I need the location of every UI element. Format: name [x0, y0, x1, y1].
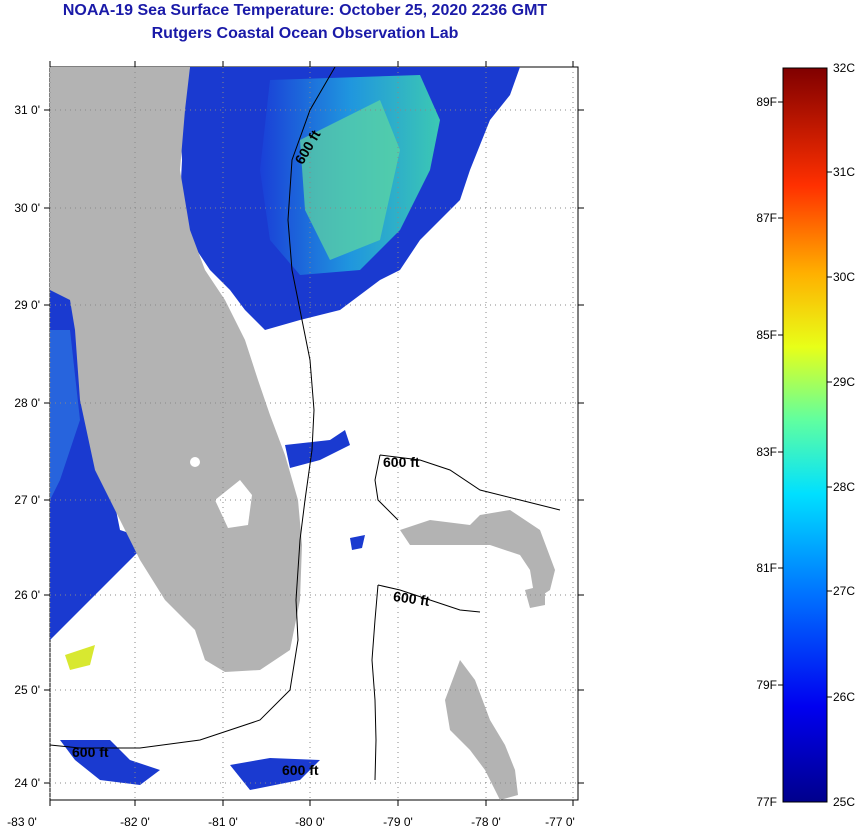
contour-label: 600 ft — [72, 744, 109, 760]
colorbar — [782, 67, 828, 803]
lat-tick-label: 25 0' — [14, 683, 40, 697]
sst-region-warmest — [300, 100, 400, 260]
colorbar-ticks — [778, 101, 832, 698]
lon-tick-label: -78 0' — [471, 815, 501, 829]
grid — [49, 67, 578, 800]
map-subtitle: Rutgers Coastal Ocean Observation Lab — [151, 25, 459, 42]
lat-tick-label: 24 0' — [14, 776, 40, 790]
lat-tick-label: 26 0' — [14, 588, 40, 602]
contour-600ft — [50, 67, 561, 781]
cb-label-c: 32C — [833, 61, 855, 75]
axis-ticks — [44, 61, 584, 806]
cb-label-c: 28C — [833, 480, 855, 494]
cb-label-c: 25C — [833, 795, 855, 809]
land-andros — [445, 660, 518, 800]
lat-labels: 31 0' 30 0' 29 0' 28 0' 27 0' 26 0' 25 0… — [14, 103, 40, 790]
lat-tick-label: 29 0' — [14, 298, 40, 312]
cb-label-c: 30C — [833, 270, 855, 284]
colorbar-fahrenheit-labels: 89F 87F 85F 83F 81F 79F 77F — [756, 95, 777, 809]
contour-label: 600 ft — [282, 762, 319, 778]
lat-tick-label: 31 0' — [14, 103, 40, 117]
lat-tick-label: 30 0' — [14, 201, 40, 215]
lon-tick-label: -81 0' — [208, 815, 238, 829]
cb-label-f: 87F — [756, 211, 777, 225]
contour-label: 600 ft — [392, 588, 431, 609]
colorbar-celsius-labels: 32C 31C 30C 29C 28C 27C 26C 25C — [833, 61, 855, 809]
lon-tick-label: -80 0' — [295, 815, 325, 829]
cb-label-c: 27C — [833, 584, 855, 598]
cb-label-c: 31C — [833, 165, 855, 179]
land-bahamas-north — [400, 510, 555, 600]
cb-label-c: 26C — [833, 690, 855, 704]
lon-tick-label: -82 0' — [120, 815, 150, 829]
lon-tick-label: -83 0' — [7, 815, 37, 829]
lake-okeechobee — [215, 480, 252, 528]
sst-warm-patch — [65, 645, 95, 670]
lon-tick-label: -79 0' — [383, 815, 413, 829]
lon-labels: -83 0' -82 0' -81 0' -80 0' -79 0' -78 0… — [7, 815, 575, 829]
lat-tick-label: 27 0' — [14, 493, 40, 507]
cb-label-f: 89F — [756, 95, 777, 109]
cb-label-f: 81F — [756, 561, 777, 575]
lon-tick-label: -77 0' — [545, 815, 575, 829]
map-title: NOAA-19 Sea Surface Temperature: October… — [62, 2, 548, 19]
contour-label: 600 ft — [383, 454, 420, 470]
cb-label-f: 77F — [756, 795, 777, 809]
lat-tick-label: 28 0' — [14, 396, 40, 410]
cb-label-f: 83F — [756, 445, 777, 459]
cb-label-c: 29C — [833, 375, 855, 389]
cb-label-f: 79F — [756, 678, 777, 692]
cb-label-f: 85F — [756, 328, 777, 342]
